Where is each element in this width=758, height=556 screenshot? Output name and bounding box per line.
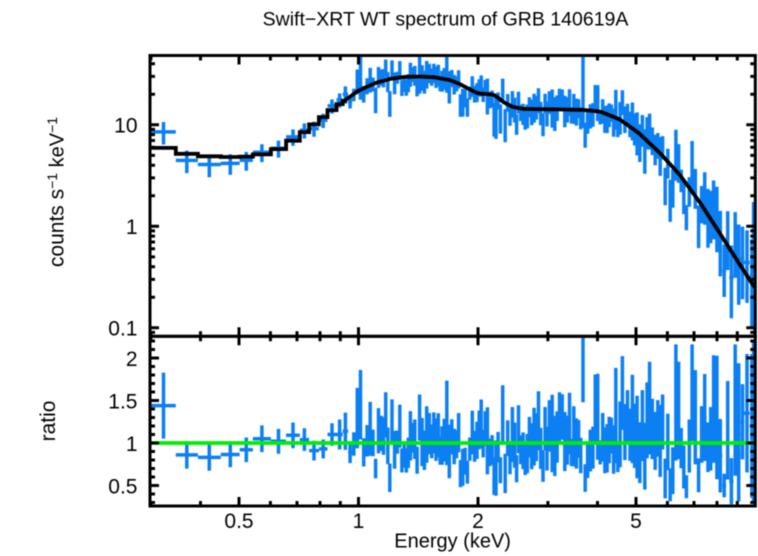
svg-text:1: 1 [126,433,138,456]
svg-text:ratio: ratio [37,401,60,442]
svg-text:1: 1 [126,216,138,239]
svg-text:0.5: 0.5 [224,510,253,533]
svg-text:Swift−XRT WT spectrum of GRB 1: Swift−XRT WT spectrum of GRB 140619A [263,9,629,31]
svg-text:5: 5 [630,510,642,533]
svg-text:0.5: 0.5 [108,475,137,498]
svg-text:Energy (keV): Energy (keV) [394,531,511,553]
svg-text:1: 1 [353,510,365,533]
svg-text:1.5: 1.5 [108,390,137,413]
svg-text:0.1: 0.1 [108,318,137,341]
svg-text:counts s−1 keV−1: counts s−1 keV−1 [44,117,69,267]
svg-text:10: 10 [114,115,137,138]
svg-text:2: 2 [126,348,138,371]
svg-text:2: 2 [472,510,484,533]
